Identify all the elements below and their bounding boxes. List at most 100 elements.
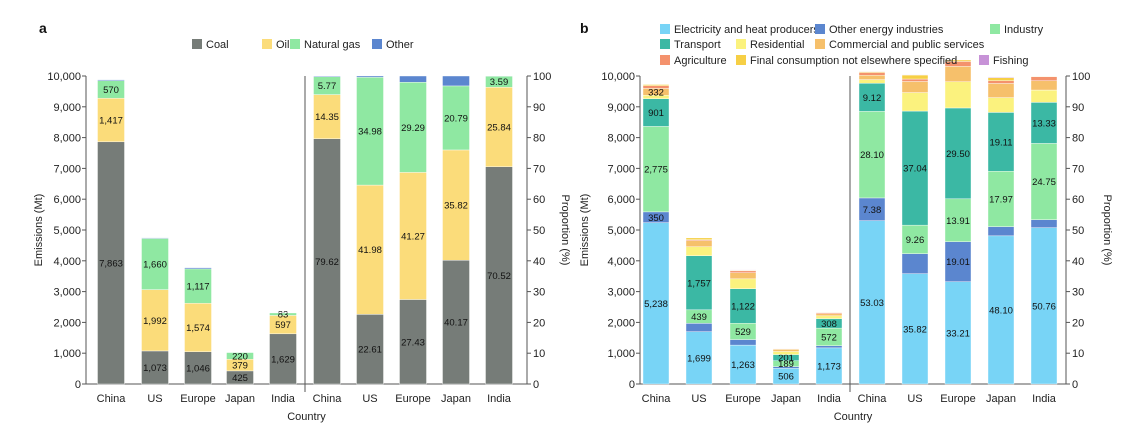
data-label: 13.91 — [946, 216, 970, 227]
y-tick-label-right: 100 — [533, 71, 551, 83]
y-tick-label-left: 9,000 — [53, 102, 81, 114]
data-label: 308 — [821, 319, 837, 330]
bar-segment-other — [314, 76, 341, 77]
bar-segment-residential — [730, 279, 756, 289]
y-tick-label-right: 30 — [1072, 287, 1084, 299]
data-label: 35.82 — [444, 201, 468, 212]
data-label: 22.61 — [358, 345, 382, 356]
data-label: 3.59 — [490, 77, 509, 88]
data-label: 220 — [232, 351, 248, 362]
y-tick-label-right: 90 — [533, 102, 545, 114]
y-tick-label-right: 10 — [533, 348, 545, 360]
bar-segment-agriculture — [730, 271, 756, 273]
y-tick-label-left: 2,000 — [53, 317, 81, 329]
y-tick-label-left: 4,000 — [607, 256, 635, 268]
bar-segment-other — [400, 76, 427, 82]
y-tick-label-left: 5,000 — [607, 225, 635, 237]
data-label: 1,699 — [687, 353, 711, 364]
legend-swatch — [660, 24, 670, 34]
legend-label: Other — [386, 39, 414, 51]
panel-label: a — [39, 20, 47, 36]
y-tick-label-right: 10 — [1072, 348, 1084, 360]
bar-segment-commercial-and-public-services — [859, 75, 885, 79]
legend-swatch — [660, 55, 670, 65]
data-label: 27.43 — [401, 337, 425, 348]
data-label: 1,073 — [143, 363, 167, 374]
y-tick-label-right: 50 — [1072, 225, 1084, 237]
bar-segment-residential — [1031, 90, 1057, 102]
data-label: 50.76 — [1032, 301, 1056, 312]
y-tick-label-left: 3,000 — [53, 287, 81, 299]
bar-segment-agriculture — [902, 79, 928, 81]
data-label: 19.11 — [989, 137, 1012, 148]
data-label: 29.29 — [401, 123, 425, 134]
legend-swatch — [815, 24, 825, 34]
x-tick-label-us: US — [147, 393, 162, 405]
bar-segment-commercial-and-public-services — [730, 273, 756, 279]
x-tick-label-japan: Japan — [225, 393, 255, 405]
legend-swatch — [736, 55, 746, 65]
y-tick-label-right: 20 — [1072, 317, 1084, 329]
bar-segment-residential — [902, 93, 928, 111]
legend-swatch — [815, 39, 825, 49]
panel-a: a01,0002,0003,0004,0005,0006,0007,0008,0… — [33, 20, 571, 423]
data-label: 1,757 — [687, 278, 711, 289]
y-tick-label-right: 50 — [533, 225, 545, 237]
y-axis-title-left: Emissions (Mt) — [33, 194, 45, 267]
data-label: 37.04 — [903, 164, 927, 175]
bar-segment-agriculture — [859, 73, 885, 76]
bar-segment-residential — [859, 80, 885, 84]
y-tick-label-right: 80 — [1072, 133, 1084, 145]
legend-swatch — [979, 55, 989, 65]
legend-swatch — [262, 39, 272, 49]
data-label: 570 — [103, 85, 119, 96]
panel-label: b — [580, 20, 589, 36]
data-label: 332 — [648, 87, 664, 98]
legend-item-oil: Oil — [262, 39, 289, 51]
data-label: 529 — [735, 327, 751, 338]
y-tick-label-right: 0 — [533, 379, 539, 391]
data-label: 1,417 — [99, 115, 123, 126]
legend-item-final-consumption-not-elsewhere-specified: Final consumption not elsewhere specifie… — [736, 55, 957, 67]
y-tick-label-left: 7,000 — [607, 163, 635, 175]
data-label: 9.26 — [906, 235, 925, 246]
legend-item-natural-gas: Natural gas — [290, 39, 361, 51]
y-tick-label-left: 8,000 — [607, 133, 635, 145]
data-label: 7.38 — [863, 205, 882, 216]
data-label: 1,173 — [817, 361, 841, 372]
bar-segment-other — [142, 238, 169, 239]
legend-swatch — [736, 39, 746, 49]
y-axis-title-right: Proportion (%) — [559, 195, 571, 266]
data-label: 1,629 — [271, 354, 295, 365]
bar-segment-residential — [988, 98, 1014, 113]
x-tick-label-europe: Europe — [725, 393, 760, 405]
data-label: 41.27 — [401, 231, 425, 242]
legend-item-commercial-and-public-services: Commercial and public services — [815, 39, 985, 51]
legend-label: Other energy industries — [829, 24, 944, 36]
y-tick-label-left: 9,000 — [607, 102, 635, 114]
y-tick-label-left: 10,000 — [47, 71, 81, 83]
bar-segment-other-energy-industries — [686, 323, 712, 331]
legend-item-coal: Coal — [192, 39, 229, 51]
data-label: 40.17 — [444, 318, 468, 329]
data-label: 9.12 — [863, 93, 882, 104]
data-label: 79.62 — [315, 257, 339, 268]
y-tick-label-left: 1,000 — [53, 348, 81, 360]
y-tick-label-left: 10,000 — [601, 71, 635, 83]
bar-segment-commercial-and-public-services — [945, 66, 971, 81]
y-tick-label-left: 0 — [629, 379, 635, 391]
legend-item-electricity-and-heat-producers: Electricity and heat producers — [660, 24, 819, 36]
bar-stack-europe-proportion: 27.43 41.27 29.29 — [400, 76, 427, 384]
x-axis-title: Country — [834, 411, 873, 423]
